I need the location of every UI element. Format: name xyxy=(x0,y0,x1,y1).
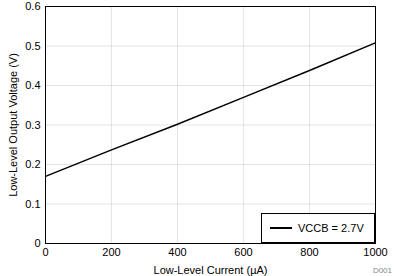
svg-text:800: 800 xyxy=(300,246,318,258)
svg-text:0.4: 0.4 xyxy=(25,79,40,91)
html-text:VCCB = 2.7V: VCCB = 2.7V xyxy=(298,222,364,234)
svg-text:0.2: 0.2 xyxy=(25,158,40,170)
html-text:D001: D001 xyxy=(372,266,392,275)
svg-text:0: 0 xyxy=(42,246,48,258)
svg-text:0.3: 0.3 xyxy=(25,119,40,131)
svg-text:400: 400 xyxy=(168,246,186,258)
svg-text:200: 200 xyxy=(102,246,120,258)
svg-text:600: 600 xyxy=(234,246,252,258)
svg-text:0: 0 xyxy=(34,237,40,249)
svg-text:0.1: 0.1 xyxy=(25,198,40,210)
svg-text:Low-Level Current (µA): Low-Level Current (µA) xyxy=(154,264,268,276)
svg-text:Low-Level Output Voltage (V): Low-Level Output Voltage (V) xyxy=(7,53,19,197)
svg-text:0.5: 0.5 xyxy=(25,40,40,52)
svg-text:1000: 1000 xyxy=(363,246,387,258)
svg-text:0.6: 0.6 xyxy=(25,0,40,12)
